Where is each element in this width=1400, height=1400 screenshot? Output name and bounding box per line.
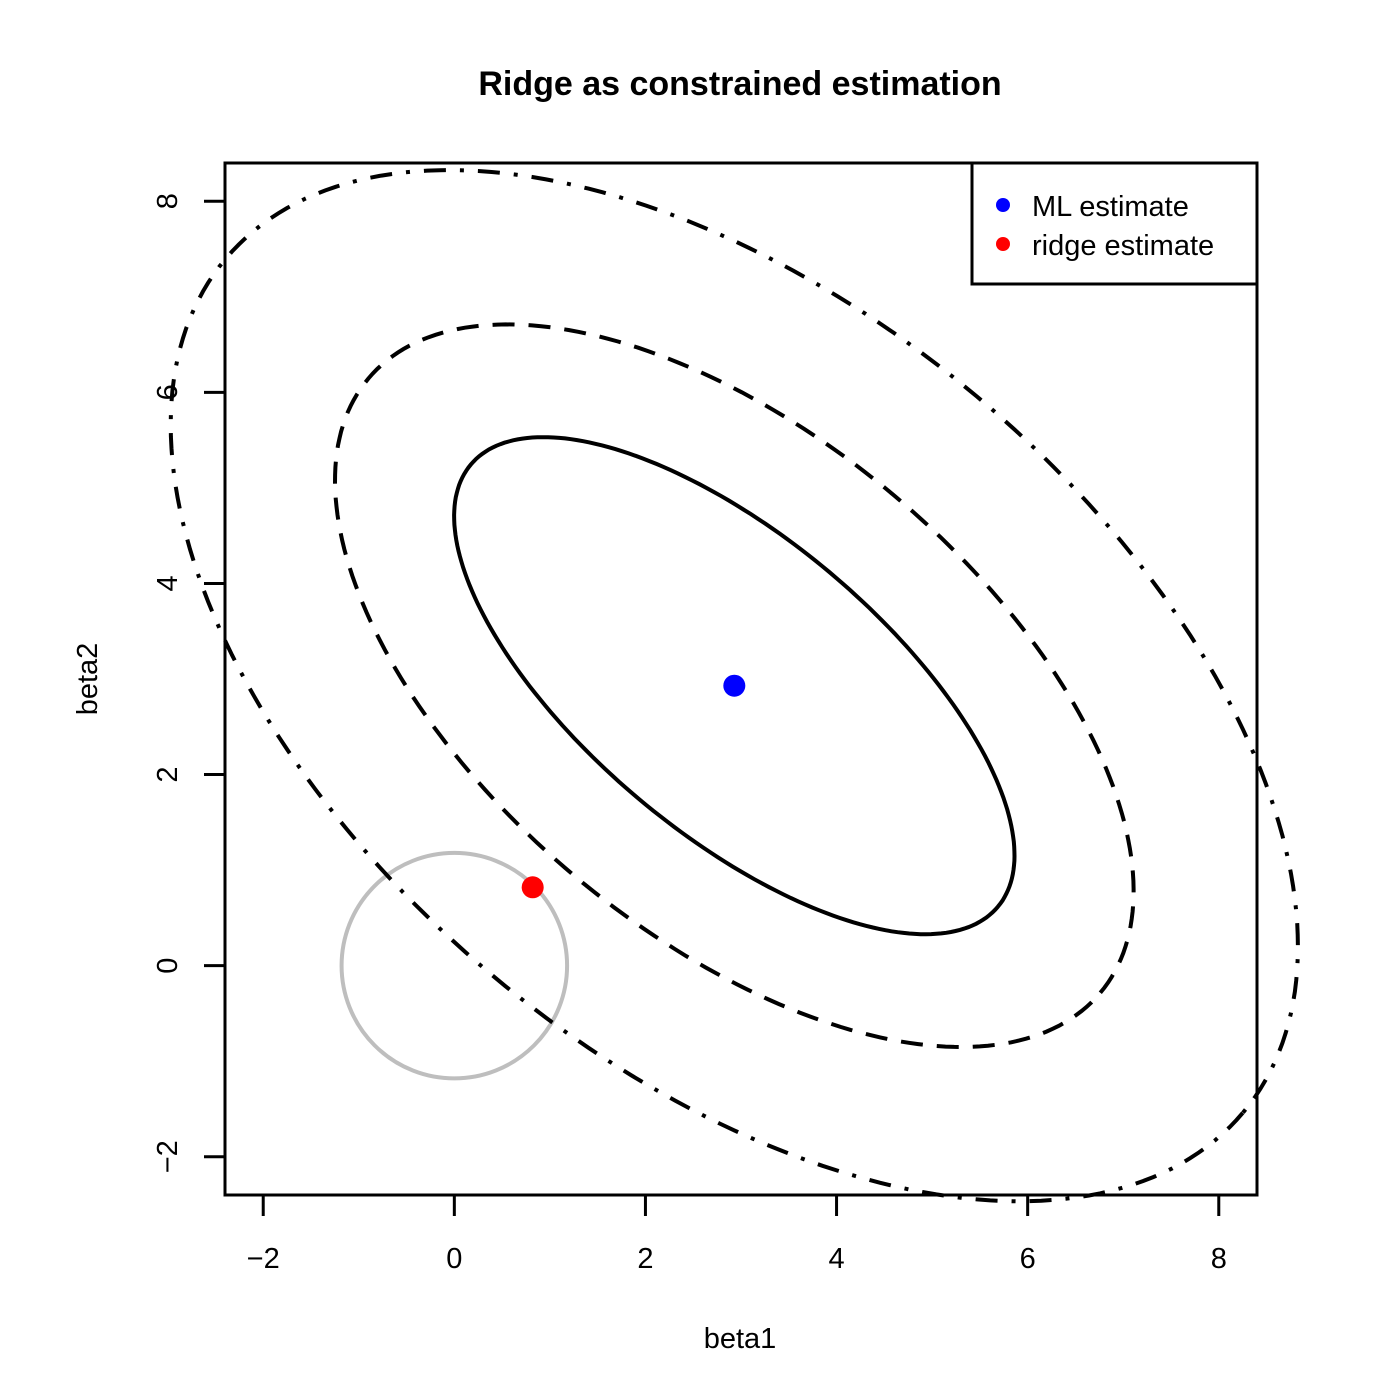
x-axis-label: beta1: [704, 1323, 777, 1355]
x-tick-label: 0: [446, 1243, 462, 1275]
x-tick-label: 6: [1020, 1243, 1036, 1275]
y-axis-label: beta2: [72, 643, 104, 716]
legend: ML estimate ridge estimate: [970, 161, 1259, 286]
contour-dotdash: [168, 168, 1300, 1204]
contour-dashed: [332, 322, 1136, 1050]
chart-title: Ridge as constrained estimation: [478, 65, 1001, 103]
y-tick-label: 6: [152, 384, 184, 400]
legend-ml-marker: [996, 198, 1010, 212]
y-tick-label: −2: [152, 1140, 184, 1173]
legend-ridge-marker: [996, 237, 1010, 251]
x-tick-label: 2: [637, 1243, 653, 1275]
y-axis: −2 0 2 4 6 8: [152, 193, 227, 1173]
y-tick-label: 2: [152, 766, 184, 782]
ridge-estimate-point: [521, 876, 544, 899]
plot-area: [168, 168, 1300, 1204]
x-tick-label: −2: [247, 1243, 280, 1275]
y-tick-label: 4: [152, 575, 184, 591]
legend-box: [970, 161, 1259, 286]
x-axis: −2 0 2 4 6 8: [247, 1193, 1227, 1275]
x-tick-label: 8: [1211, 1243, 1227, 1275]
ml-estimate-point: [723, 674, 746, 697]
y-tick-label: 0: [152, 958, 184, 974]
contour-solid: [452, 435, 1017, 937]
constraint-circle: [339, 850, 570, 1081]
x-tick-label: 4: [828, 1243, 844, 1275]
legend-ridge-label: ridge estimate: [1032, 230, 1214, 262]
y-tick-label: 8: [152, 193, 184, 209]
legend-ml-label: ML estimate: [1032, 191, 1189, 223]
